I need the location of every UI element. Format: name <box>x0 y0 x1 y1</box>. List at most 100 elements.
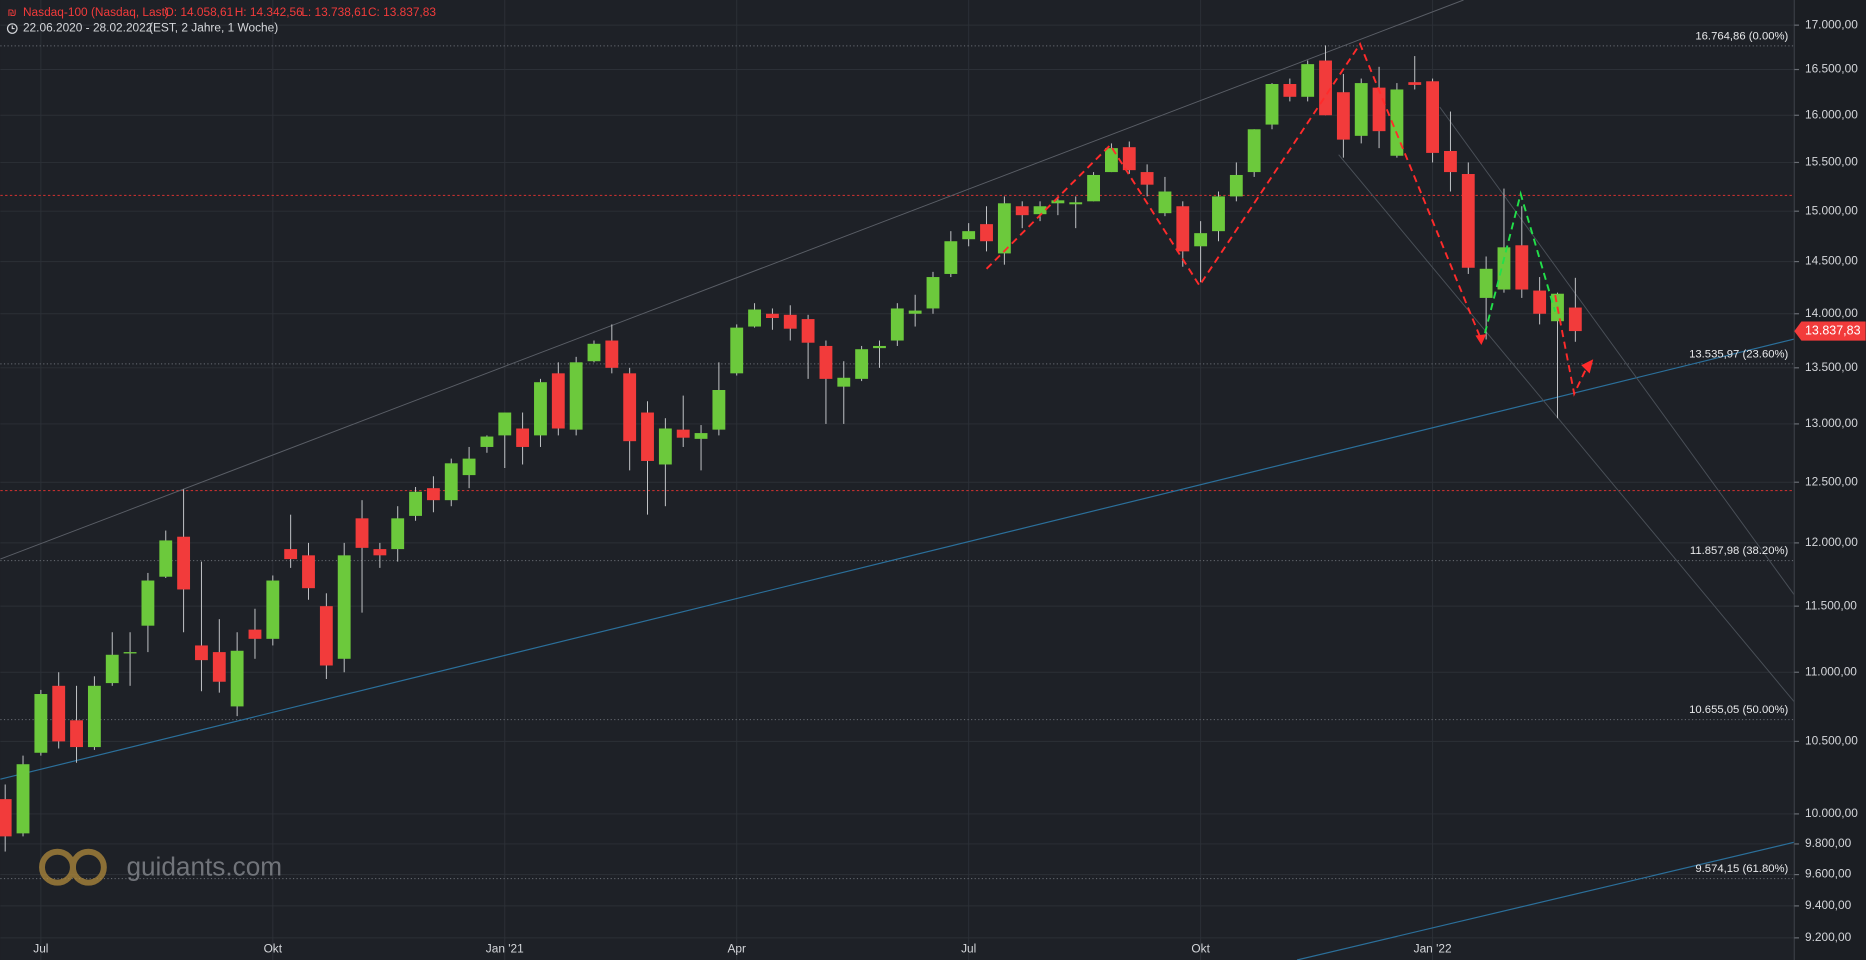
candle-body <box>1372 87 1386 132</box>
y-tick-label: 10.500,00 <box>1805 734 1858 748</box>
candle-body <box>177 536 191 590</box>
watermark: guidants.com <box>39 848 282 886</box>
x-tick-label: Apr <box>727 941 746 955</box>
zigzag-line <box>985 41 1483 341</box>
y-tick-label: 9.800,00 <box>1805 836 1852 850</box>
candle-body <box>908 310 922 314</box>
candle-body <box>266 580 280 639</box>
candle-body <box>890 308 904 341</box>
candle-body <box>230 650 244 707</box>
trend-line <box>1338 154 1795 703</box>
header: ₪ Nasdaq-100 (Nasdaq, Last) O: 14.058,61… <box>6 5 436 35</box>
candle-body <box>16 764 30 834</box>
clock-icon <box>11 25 15 30</box>
ohlc-value: O: 14.058,61 <box>165 5 234 19</box>
candle-body <box>1194 233 1208 247</box>
candle-body <box>1176 206 1190 252</box>
candle-body <box>1390 89 1404 156</box>
candle-body <box>819 345 833 379</box>
date-range: 22.06.2020 - 28.02.2022 <box>23 21 152 35</box>
last-price-label: 13.837,83 <box>1805 323 1861 337</box>
candle-body <box>1497 247 1511 290</box>
candle-body <box>605 340 619 368</box>
candle-body <box>694 433 708 439</box>
candle-body <box>105 654 119 684</box>
candle-body <box>712 390 726 430</box>
candles <box>0 45 1582 852</box>
candle-body <box>0 799 12 837</box>
candle-body <box>319 606 333 666</box>
candle-body <box>159 540 173 577</box>
zigzag-line <box>1484 190 1557 334</box>
candle-body <box>355 518 369 548</box>
candle-body <box>1426 81 1440 153</box>
candle-body <box>801 319 815 343</box>
candle-body <box>765 313 779 319</box>
candle-body <box>248 629 262 639</box>
y-tick-label: 9.200,00 <box>1805 930 1852 944</box>
candle-body <box>1568 307 1582 332</box>
candle-body <box>1247 129 1261 173</box>
candle-body <box>444 463 458 501</box>
candle-body <box>855 349 869 379</box>
candle-body <box>1122 147 1136 171</box>
trend-line <box>0 0 1464 560</box>
candle-body <box>658 428 672 465</box>
candle-body <box>195 645 208 661</box>
candle-body <box>1087 174 1101 202</box>
y-tick-label: 10.000,00 <box>1805 806 1858 820</box>
trend-line <box>0 338 1795 780</box>
fib-label: 9.574,15 (61.80%) <box>1695 863 1788 875</box>
candle-body <box>70 720 83 748</box>
candle-body <box>302 555 315 589</box>
arrow-head <box>1475 334 1487 345</box>
x-tick-label: Okt <box>1191 941 1210 955</box>
y-tick-label: 11.000,00 <box>1805 664 1857 678</box>
logo <box>69 848 107 886</box>
fib-label: 10.655,05 (50.00%) <box>1689 704 1788 716</box>
pattern-drawings <box>985 41 1594 397</box>
zigzag-line <box>1554 294 1587 397</box>
fib-label: 16.764,86 (0.00%) <box>1695 30 1788 42</box>
candle-body <box>623 373 637 442</box>
grid <box>0 0 1795 960</box>
x-tick-label: Jul <box>961 941 976 955</box>
candle-body <box>1444 150 1457 173</box>
y-tick-label: 15.500,00 <box>1805 155 1858 169</box>
watermark-text: guidants.com <box>126 851 282 881</box>
candle-body <box>284 549 298 560</box>
fib-label: 11.857,98 (38.20%) <box>1690 545 1789 557</box>
candle-body <box>944 241 958 274</box>
candle-body <box>409 491 422 516</box>
candle-body <box>1212 196 1225 232</box>
candle-body <box>569 362 583 430</box>
last-price-tag <box>1794 321 1866 341</box>
y-tick-label: 13.500,00 <box>1805 360 1858 374</box>
y-tick-label: 16.000,00 <box>1805 107 1858 121</box>
candle-body <box>962 231 976 240</box>
candle-body <box>730 327 744 374</box>
candle-body <box>587 343 601 362</box>
candle-body <box>1158 191 1172 214</box>
candle-body <box>373 549 387 556</box>
ohlc-value: C: 13.837,83 <box>368 5 436 19</box>
clock-icon <box>6 23 18 34</box>
instrument-icon: ₪ <box>7 7 16 19</box>
candle-body <box>1461 174 1475 268</box>
candle-body <box>498 412 512 436</box>
candle-body <box>1033 206 1047 215</box>
x-tick-label: Okt <box>264 941 283 955</box>
y-tick-label: 16.500,00 <box>1805 62 1858 76</box>
candle-body <box>1069 202 1083 205</box>
instrument-title: Nasdaq-100 (Nasdaq, Last) <box>23 5 169 19</box>
x-tick-label: Jul <box>33 941 48 955</box>
candle-body <box>1051 200 1065 204</box>
candle-body <box>551 373 565 429</box>
candle-body <box>480 436 494 447</box>
axes: 17.000,00 16.500,00 16.000,00 15.500,00 15.0… <box>33 17 1866 955</box>
ohlc-value: H: 14.342,56 <box>235 5 303 19</box>
candle-body <box>641 412 654 461</box>
